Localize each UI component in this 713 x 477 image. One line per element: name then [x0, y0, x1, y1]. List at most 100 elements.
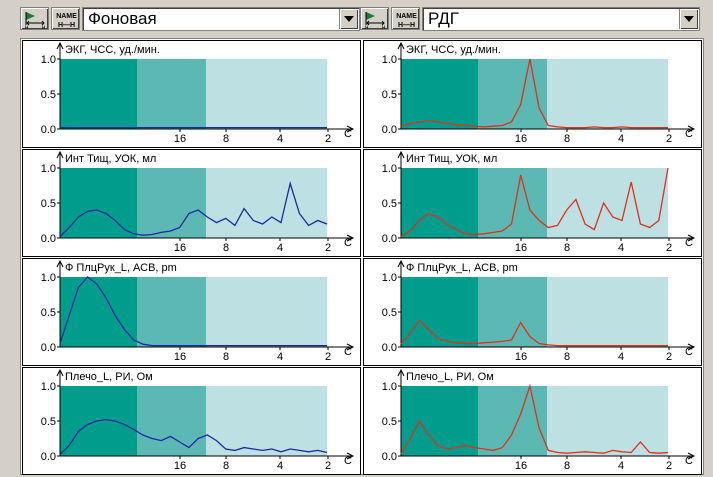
spectrum-band-1: [478, 168, 547, 238]
x-tick-label: 16: [515, 460, 527, 472]
x-tick-label: 16: [174, 133, 186, 145]
series-line: [59, 276, 327, 347]
spectrum-band-1: [478, 59, 547, 129]
y-tick-label: 1.0: [41, 381, 56, 393]
x-tick-label: 8: [223, 133, 229, 145]
x-unit-label: C: [344, 237, 352, 249]
y-tick-label: 0.5: [41, 89, 56, 101]
chart-panel-right-4: Плечо_L, РИ, Ом 1.0 0.5 0.0 16 8 4 2 C: [363, 367, 702, 475]
x-tick-label: 16: [174, 242, 186, 254]
x-tick-label: 4: [618, 351, 624, 363]
spectrum-band-2: [206, 168, 327, 238]
left-dropdown-button[interactable]: [339, 9, 358, 29]
x-tick-label: 2: [666, 351, 672, 363]
panel-title: Инт Тищ, УОК, мл: [406, 153, 497, 165]
x-tick-label: 8: [223, 351, 229, 363]
x-tick-label: 8: [223, 242, 229, 254]
x-tick-label: 8: [223, 460, 229, 472]
svg-text:н: н: [25, 25, 28, 31]
spectrum-band-2: [547, 386, 668, 456]
y-tick-label: 0.5: [382, 198, 397, 210]
svg-text:н: н: [382, 25, 385, 31]
right-recording-select[interactable]: РДГ: [422, 7, 700, 31]
y-tick-label: 1.0: [382, 381, 397, 393]
y-tick-label: 0.5: [41, 307, 56, 319]
x-axis-arrow-icon: [346, 125, 355, 133]
chart-svg: Инт Тищ, УОК, мл 1.0 0.5 0.0 16 8 4 2 C: [363, 149, 702, 257]
x-axis-arrow-icon: [687, 452, 696, 460]
chart-panel-right-2: Инт Тищ, УОК, мл 1.0 0.5 0.0 16 8 4 2 C: [363, 149, 702, 257]
spectrum-band-1: [478, 277, 547, 347]
chart-svg: Инт Тищ, УОК, мл 1.0 0.5 0.0 16 8 4 2 C: [22, 149, 361, 257]
x-tick-label: 2: [325, 460, 331, 472]
x-tick-label: 4: [618, 460, 624, 472]
x-tick-label: 4: [277, 460, 283, 472]
y-tick-label: 0.5: [382, 307, 397, 319]
y-tick-label: 0.0: [41, 124, 56, 136]
name-sort-button[interactable]: NAME H—H: [51, 7, 80, 30]
right-dropdown-button[interactable]: [679, 9, 698, 29]
panel-title: Ф ПлцРук_L, АСВ, pm: [65, 262, 177, 274]
panel-title: Плечо_L, РИ, Ом: [65, 371, 153, 383]
y-tick-label: 0.0: [41, 233, 56, 245]
spectrum-band-0: [401, 59, 478, 129]
x-tick-label: 16: [515, 242, 527, 254]
spectrum-band-0: [60, 277, 137, 347]
spectrum-band-1: [137, 59, 206, 129]
x-axis-arrow-icon: [687, 234, 696, 242]
y-tick-label: 0.5: [382, 416, 397, 428]
x-tick-label: 8: [564, 460, 570, 472]
panel-title: Инт Тищ, УОК, мл: [65, 153, 156, 165]
y-tick-label: 0.0: [382, 233, 397, 245]
chart-panel-left-1: ЭКГ, ЧСС, уд./мин. 1.0 0.5 0.0 16 8 4 2 C: [22, 40, 361, 148]
x-tick-label: 16: [515, 133, 527, 145]
series-line: [59, 418, 328, 456]
name-sort-button[interactable]: NAME H—H: [391, 7, 420, 30]
series-line: [400, 167, 669, 238]
panel-title: ЭКГ, ЧСС, уд./мин.: [406, 44, 501, 56]
swap-arrows-icon: н н: [365, 12, 385, 31]
x-tick-label: 8: [564, 242, 570, 254]
svg-text:H—H: H—H: [58, 22, 75, 29]
swap-arrows-button[interactable]: н н: [20, 7, 49, 31]
panel-title: Плечо_L, РИ, Ом: [406, 371, 494, 383]
chart-svg: Ф ПлцРук_L, АСВ, pm 1.0 0.5 0.0 16 8 4 2 C: [363, 258, 702, 366]
chart-svg: ЭКГ, ЧСС, уд./мин. 1.0 0.5 0.0 16 8 4 2 C: [22, 40, 361, 148]
name-sort-icon: NAME H—H: [396, 13, 417, 29]
y-tick-label: 1.0: [382, 54, 397, 66]
x-tick-label: 2: [666, 460, 672, 472]
x-unit-label: C: [685, 237, 693, 249]
y-axis-arrow-icon: [56, 259, 64, 268]
spectrum-band-1: [478, 386, 547, 456]
y-axis-arrow-icon: [56, 368, 64, 377]
chart-svg: Ф ПлцРук_L, АСВ, pm 1.0 0.5 0.0 16 8 4 2 C: [22, 258, 361, 366]
spectrum-band-2: [206, 277, 327, 347]
x-tick-label: 16: [515, 351, 527, 363]
y-axis-arrow-icon: [397, 368, 405, 377]
y-tick-label: 0.5: [382, 89, 397, 101]
y-tick-label: 0.0: [382, 124, 397, 136]
chart-panel-right-3: Ф ПлцРук_L, АСВ, pm 1.0 0.5 0.0 16 8 4 2 C: [363, 258, 702, 366]
x-unit-label: C: [344, 346, 352, 358]
x-axis-arrow-icon: [346, 343, 355, 351]
x-tick-label: 2: [666, 133, 672, 145]
x-axis-arrow-icon: [346, 452, 355, 460]
y-tick-label: 0.5: [41, 416, 56, 428]
chevron-down-icon: [684, 16, 694, 22]
x-axis-arrow-icon: [346, 234, 355, 242]
y-tick-label: 1.0: [41, 272, 56, 284]
left-recording-select[interactable]: Фоновая: [82, 7, 360, 31]
svg-text:н: н: [42, 25, 45, 31]
svg-text:NAME: NAME: [396, 13, 417, 20]
panel-title: ЭКГ, ЧСС, уд./мин.: [65, 44, 160, 56]
y-tick-label: 0.0: [382, 451, 397, 463]
spectrum-band-1: [137, 168, 206, 238]
x-unit-label: C: [344, 455, 352, 467]
spectrum-band-2: [547, 59, 668, 129]
series-line: [400, 319, 668, 347]
swap-arrows-button[interactable]: н н: [360, 7, 389, 31]
x-tick-label: 8: [564, 351, 570, 363]
x-tick-label: 4: [618, 133, 624, 145]
x-tick-label: 8: [564, 133, 570, 145]
x-tick-label: 2: [325, 351, 331, 363]
